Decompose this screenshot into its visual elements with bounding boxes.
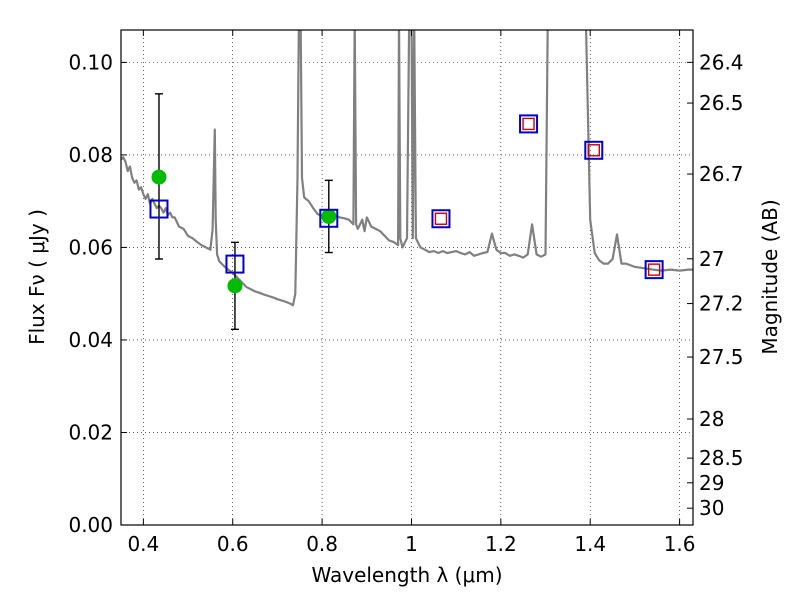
mag-tick-label: 27.5 — [699, 345, 744, 369]
mag-tick-label: 27 — [699, 247, 724, 271]
x-tick-label: 1.2 — [485, 532, 517, 556]
model-photometry-point — [584, 140, 604, 160]
model-photometry-point — [319, 208, 339, 228]
y-tick-label: 0.04 — [68, 328, 113, 352]
y-tick-label: 0.02 — [68, 420, 113, 444]
observed-point — [321, 208, 337, 224]
model-photometry-point — [644, 260, 664, 280]
x-tick-label: 1 — [405, 532, 418, 556]
y-tick-label: 0.06 — [68, 235, 113, 259]
plot-frame — [120, 29, 694, 526]
y-tick-label: 0.10 — [68, 50, 113, 74]
x-tick-label: 0.4 — [127, 532, 159, 556]
y-axis-right-label: Magnitude (AB) — [758, 199, 782, 354]
mag-tick-label: 30 — [699, 496, 724, 520]
mag-tick-label: 27.2 — [699, 292, 744, 316]
axis-ticks: 0.4 0.6 0.8 1 1.2 1.4 1.6 0.00 0.02 0.04 0.06 0.08 0… — [68, 30, 744, 556]
x-tick-label: 0.8 — [306, 532, 338, 556]
mag-tick-label: 28.5 — [699, 446, 744, 470]
y-axis-label: Flux Fν ( μJy ) — [25, 209, 49, 345]
y-tick-label: 0.00 — [68, 513, 113, 537]
model-photometry-point — [225, 254, 245, 274]
plot-background — [121, 30, 693, 525]
predicted-photometry-point — [434, 212, 448, 225]
model-spectrum-line — [121, 30, 693, 307]
y-tick-label: 0.08 — [68, 143, 113, 167]
mag-tick-label: 26.5 — [699, 91, 744, 115]
x-tick-label: 1.6 — [664, 532, 696, 556]
mag-tick-label: 26.4 — [699, 50, 744, 74]
predicted-photometry-point — [522, 117, 535, 131]
x-axis-label: Wavelength λ (μm) — [311, 563, 502, 587]
observed-point — [227, 278, 243, 294]
plot-area — [121, 30, 693, 331]
observed-point — [151, 169, 167, 185]
model-photometry-point — [519, 114, 539, 134]
mag-tick-label: 26.7 — [699, 162, 744, 186]
model-photometry-point — [149, 199, 169, 219]
x-tick-label: 1.4 — [574, 532, 606, 556]
predicted-photometry-point — [587, 144, 600, 157]
predicted-photometry-point — [647, 263, 661, 276]
mag-tick-label: 28 — [699, 407, 724, 431]
x-tick-label: 0.6 — [217, 532, 249, 556]
mag-tick-label: 29 — [699, 471, 724, 495]
model-photometry-point — [431, 209, 451, 229]
